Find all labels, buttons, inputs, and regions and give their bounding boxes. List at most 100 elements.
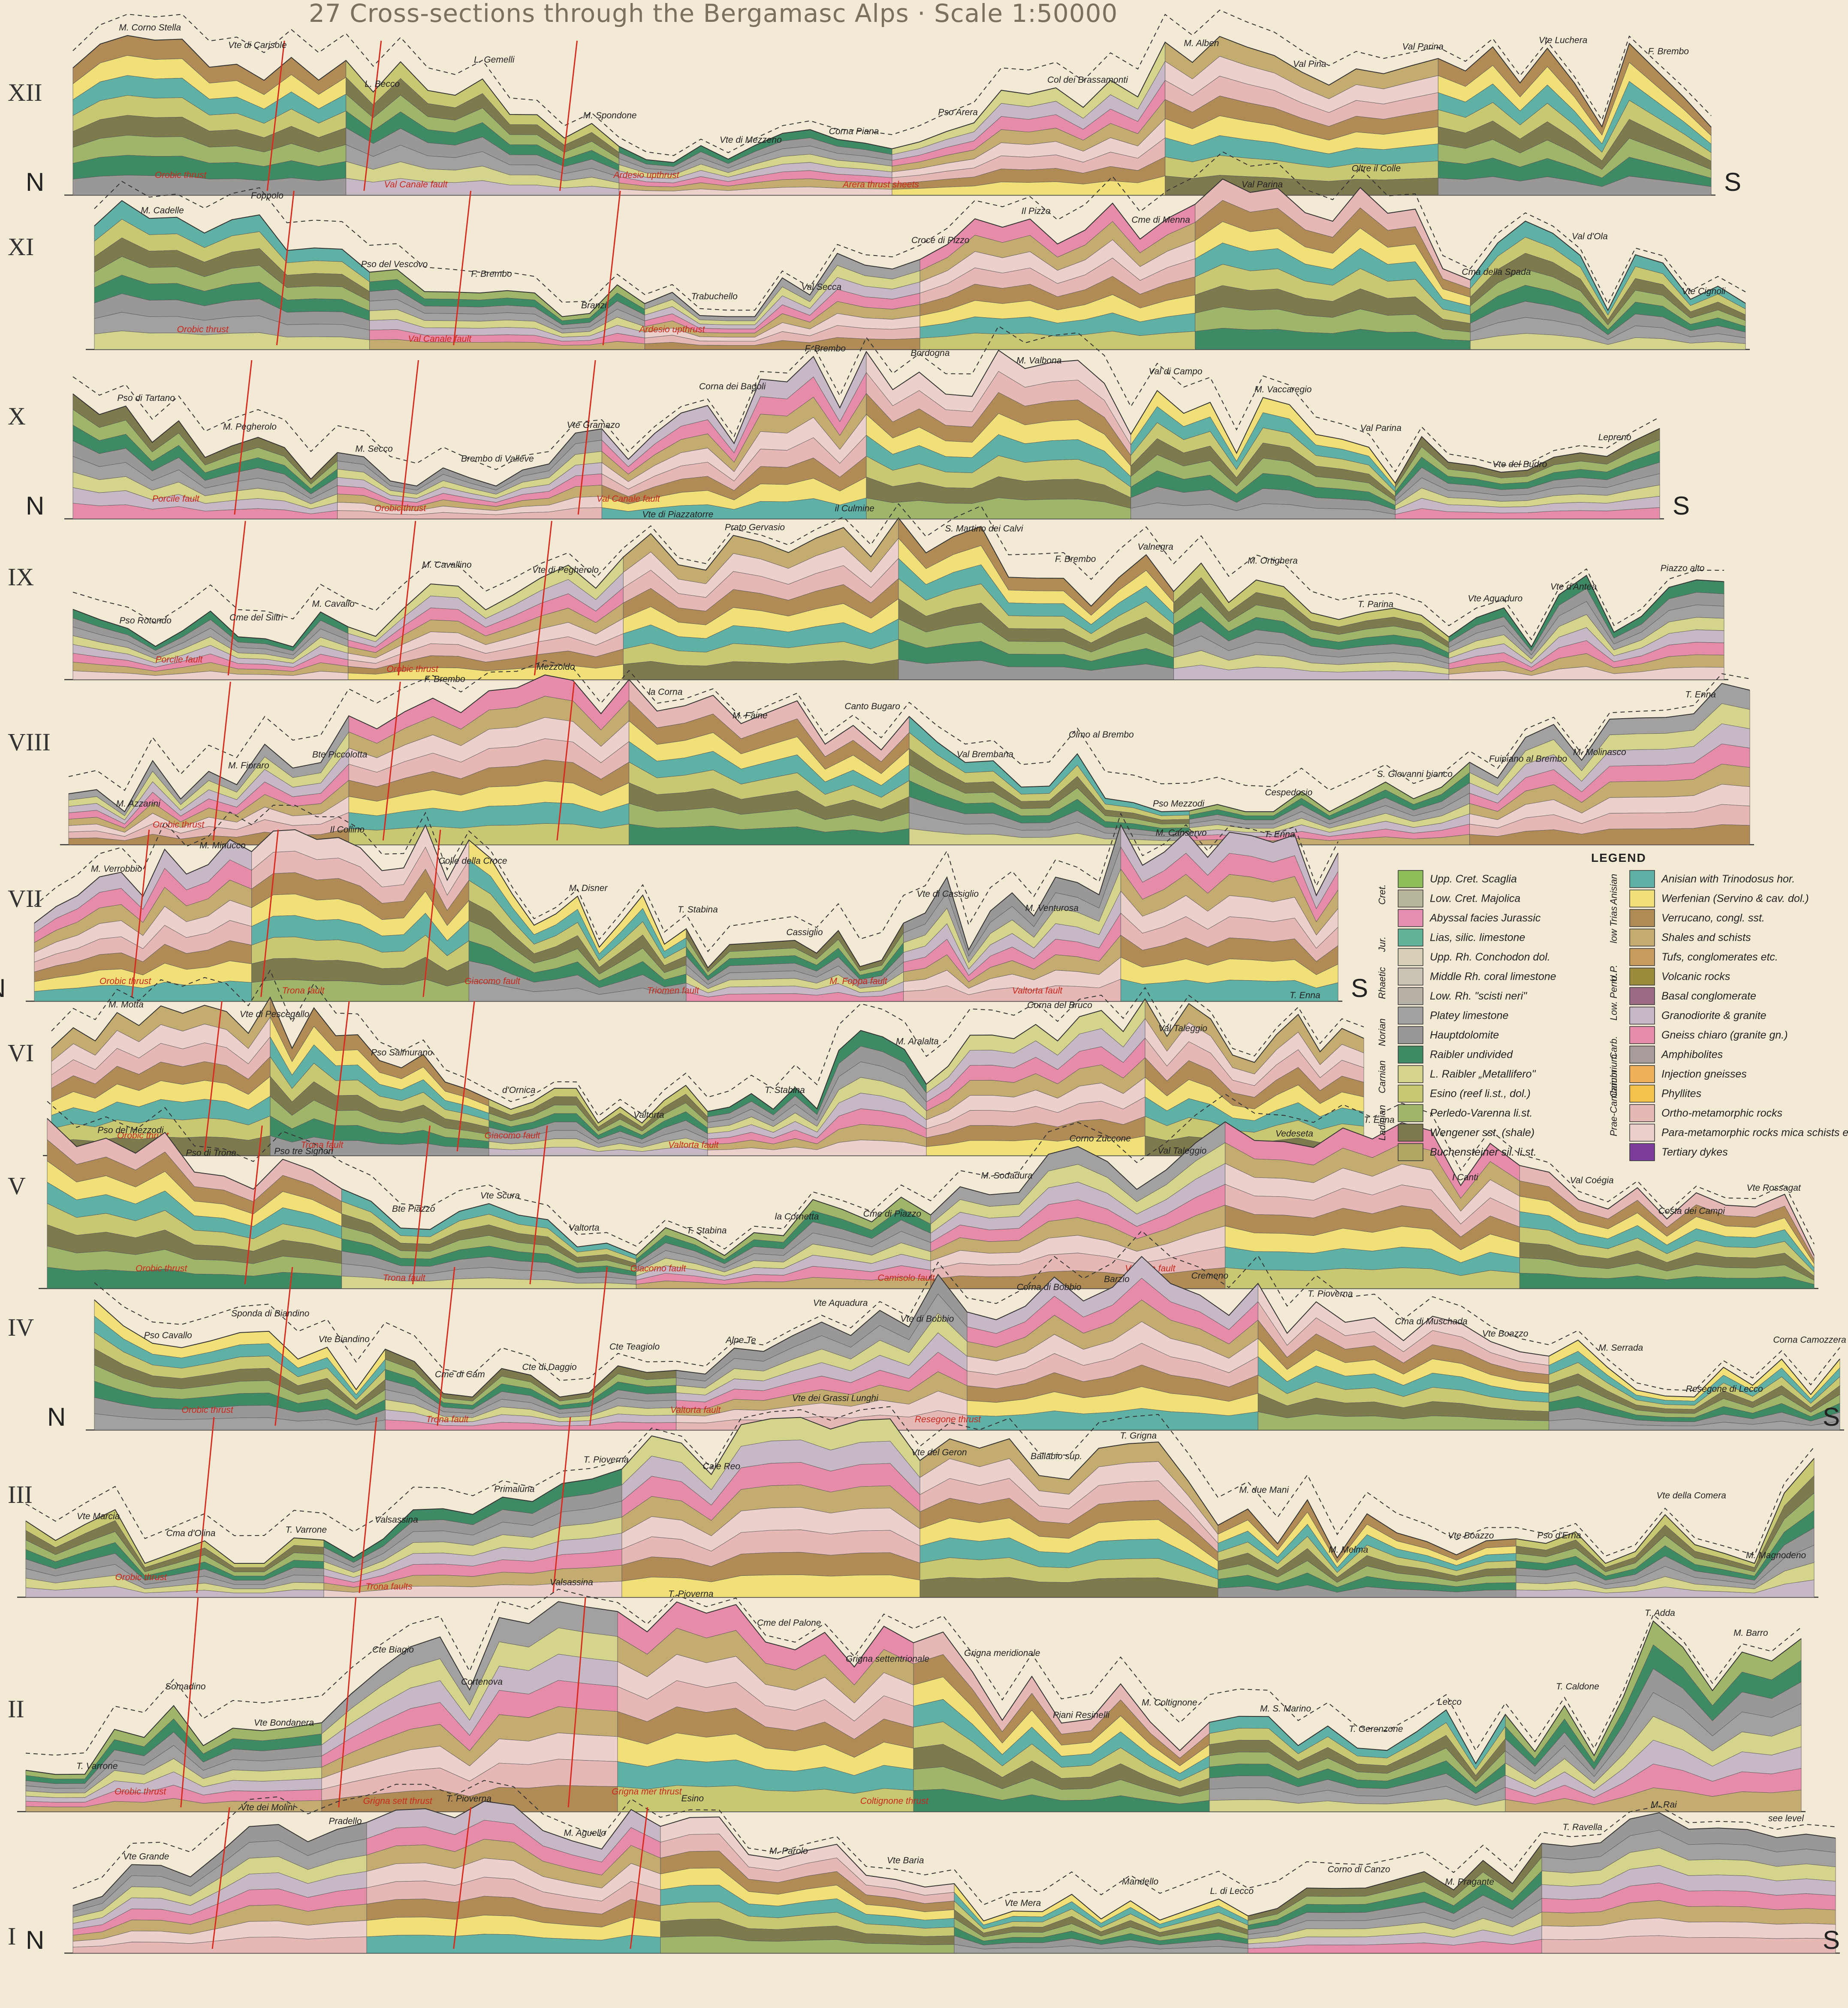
place-label: M. Molinasco bbox=[1573, 747, 1626, 757]
place-label: Vte Gramazo bbox=[567, 420, 620, 430]
fault-label: Camisolo fault bbox=[877, 1273, 935, 1283]
fault-label: Orobic thrust bbox=[155, 170, 207, 180]
fault-line bbox=[567, 1597, 586, 1808]
eroded-surface-line bbox=[72, 1780, 1836, 1906]
section-IV: IV Pso Cavallo Sponda di Biandino Vte Biand… bbox=[8, 1230, 1846, 1431]
topographic-profile bbox=[72, 349, 1660, 487]
place-label: M. Disner bbox=[569, 883, 608, 893]
legend-swatch bbox=[1398, 1123, 1423, 1142]
legend-item: Upp. Cret. Scaglia bbox=[1398, 870, 1517, 888]
fault-label: Orobic thrust bbox=[117, 1131, 169, 1141]
legend-label: Hauptdolomite bbox=[1430, 1029, 1499, 1041]
legend-swatch bbox=[1629, 870, 1655, 888]
topographic-profile bbox=[25, 1601, 1802, 1775]
place-label: M. Cadelle bbox=[141, 205, 184, 215]
legend-swatch bbox=[1398, 987, 1423, 1005]
fault-label: Resegone thrust bbox=[915, 1415, 981, 1424]
legend-swatch bbox=[1629, 1065, 1655, 1083]
fault-line bbox=[338, 1597, 357, 1808]
section-X: X Pso di Tartano M. Pegherolo M. Secco Bremb… bbox=[8, 325, 1690, 520]
topographic-profile bbox=[25, 1417, 1815, 1564]
fault-line bbox=[382, 681, 401, 841]
legend-title: LEGEND bbox=[1591, 851, 1646, 864]
rock-band bbox=[1541, 1935, 1836, 1954]
place-label: Vte di Pescegallo bbox=[240, 1009, 310, 1019]
place-label: Vte Aquaduro bbox=[1468, 594, 1523, 604]
fault-line bbox=[630, 1807, 648, 1949]
place-label: Cma d'Olina bbox=[166, 1529, 216, 1538]
place-label: Bte Piccolotta bbox=[312, 750, 367, 759]
place-label: Pso Salmurano bbox=[371, 1048, 433, 1057]
topographic-profile bbox=[94, 1255, 1840, 1398]
plate-title: 27 Cross-sections through the Bergamasc … bbox=[309, 0, 1118, 28]
legend-item: Esino (reef li.st., dol.) bbox=[1398, 1084, 1531, 1103]
fault-label: Grigna sett thrust bbox=[363, 1796, 433, 1806]
place-label: M. Melma bbox=[1329, 1545, 1368, 1555]
section-I: I Vte Grande Vte dei Molini Pradello T. Piov… bbox=[8, 1780, 1840, 1954]
legend-label: Abyssal facies Jurassic bbox=[1429, 912, 1541, 924]
place-label: M. Ortighera bbox=[1248, 556, 1298, 566]
place-label: Val Pina bbox=[1293, 59, 1326, 69]
place-label: F. Brembo bbox=[805, 343, 846, 353]
legend-group-label: Ladinian bbox=[1377, 1105, 1387, 1141]
fault-label: Val Canale fault bbox=[408, 334, 472, 344]
section-number: V bbox=[8, 1172, 26, 1200]
legend-swatch bbox=[1398, 967, 1423, 986]
place-label: L. Gemelli bbox=[474, 55, 515, 65]
place-label: T. Gerenzone bbox=[1349, 1724, 1403, 1734]
place-label: Olmo al Brembo bbox=[1069, 730, 1134, 740]
rock-band bbox=[621, 1574, 920, 1598]
place-label: T. Caldone bbox=[1556, 1682, 1599, 1692]
place-label: Vte di Bobbio bbox=[900, 1314, 954, 1324]
legend-swatch bbox=[1629, 987, 1655, 1005]
fault-line bbox=[212, 681, 231, 841]
fault-line bbox=[422, 829, 441, 997]
legend-swatch bbox=[1398, 1065, 1423, 1083]
legend-swatch bbox=[1629, 1143, 1655, 1161]
place-label: Vte della Comera bbox=[1657, 1491, 1726, 1501]
legend-swatch bbox=[1398, 1143, 1423, 1161]
rock-band bbox=[1549, 1418, 1840, 1430]
fault-line bbox=[196, 1417, 215, 1593]
place-label: Vte Boazzo bbox=[1448, 1531, 1494, 1541]
fault-line bbox=[577, 360, 596, 515]
legend-item: Hauptdolomite bbox=[1398, 1026, 1499, 1044]
fault-label: Ardesio upthrust bbox=[613, 170, 680, 180]
place-label: Costa dei Campi bbox=[1658, 1206, 1726, 1216]
place-label: T. Pioverna bbox=[446, 1794, 491, 1803]
legend-group-label: Carnian bbox=[1377, 1060, 1387, 1093]
legend-group-label: Anisian bbox=[1608, 874, 1619, 906]
legend-label: Tertiary dykes bbox=[1661, 1146, 1728, 1158]
eroded-surface-line bbox=[94, 1230, 1840, 1391]
legend-item: Injection gneisses bbox=[1629, 1065, 1747, 1083]
legend-item: Werfenian (Servino & cav. dol.) bbox=[1629, 889, 1809, 908]
fault-label: Triomen fault bbox=[647, 986, 699, 996]
place-label: M. Parolo bbox=[769, 1846, 808, 1856]
legend-group-label: low Trias bbox=[1608, 906, 1619, 943]
place-label: Cremeno bbox=[1191, 1271, 1229, 1281]
place-label: T. Stabina bbox=[765, 1085, 805, 1095]
fault-label: Orobic thrust bbox=[115, 1787, 166, 1797]
section-XI: XI M. Cadelle Foppolo Pso del Vescovo F. Bre… bbox=[8, 151, 1750, 350]
fault-label: Orobic thrust bbox=[115, 1572, 167, 1582]
legend-label: Low. Cret. Majolica bbox=[1430, 893, 1520, 905]
place-label: Il Pizzo bbox=[1022, 206, 1051, 216]
place-label: M. S. Marino bbox=[1260, 1704, 1311, 1713]
place-label: Vte del Budro bbox=[1492, 459, 1547, 469]
fault-line bbox=[331, 1001, 350, 1152]
section-number: III bbox=[8, 1481, 33, 1508]
place-label: Pso di Trona bbox=[186, 1148, 236, 1158]
place-label: Brembo di Valleve bbox=[461, 454, 534, 464]
place-label: Resegone di Lecco bbox=[1686, 1384, 1763, 1394]
place-label: la Corna bbox=[648, 687, 682, 697]
section-number: I bbox=[8, 1922, 16, 1950]
legend-item: L. Raibler „Metallifero" bbox=[1398, 1065, 1536, 1083]
place-label: Pso d'Erna bbox=[1537, 1530, 1581, 1540]
legend-swatch bbox=[1398, 870, 1423, 888]
place-label: Corna Piana bbox=[829, 126, 879, 136]
place-label: Vte Biandino bbox=[319, 1334, 370, 1344]
place-label: Valnegra bbox=[1138, 542, 1173, 552]
place-label: M. Rai bbox=[1651, 1800, 1677, 1810]
place-label: Primaluna bbox=[494, 1484, 535, 1494]
legend-label: Injection gneisses bbox=[1661, 1068, 1747, 1080]
